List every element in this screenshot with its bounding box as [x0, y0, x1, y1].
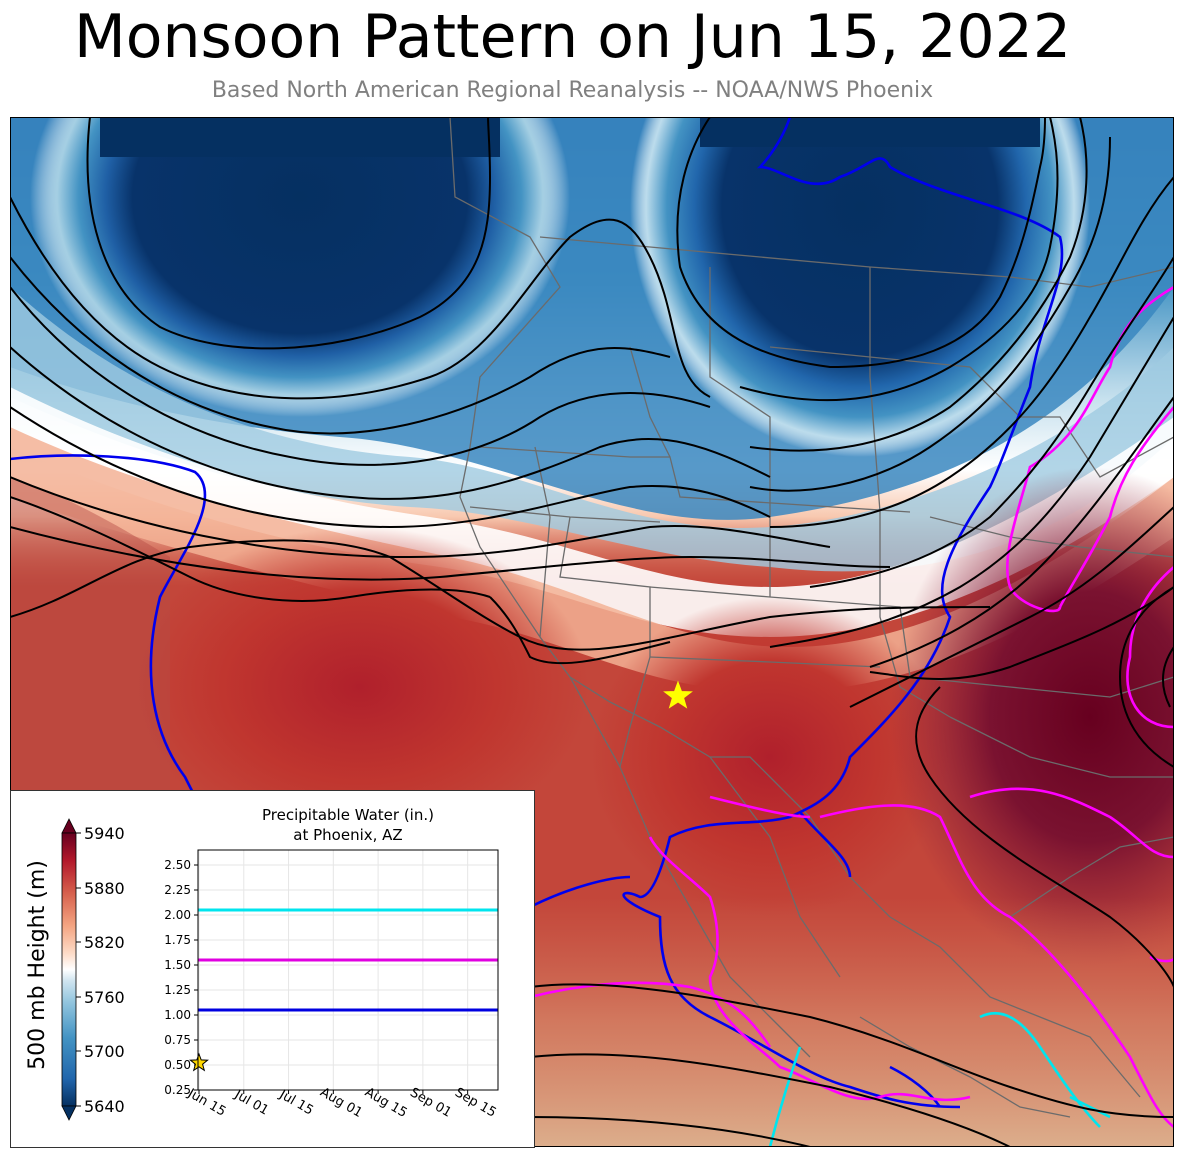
- x-tick-label: Jul 15: [276, 1087, 316, 1119]
- y-tick-label: 1.25: [164, 983, 191, 997]
- y-tick-label: 2.25: [164, 883, 191, 897]
- x-tick-label: Sep 01: [407, 1085, 454, 1121]
- colorbar-tick: 5640: [84, 1097, 125, 1116]
- pw-chart: Precipitable Water (in.) at Phoenix, AZ …: [164, 806, 499, 1121]
- y-tick-label: 2.00: [164, 908, 191, 922]
- x-tick-label: Jun 15: [184, 1086, 228, 1120]
- x-tick-label: Sep 15: [452, 1085, 499, 1121]
- colorbar-tick: 5760: [84, 988, 125, 1007]
- colorbar-tick: 5820: [84, 933, 125, 952]
- y-tick-label: 0.50: [164, 1058, 191, 1072]
- chart-reference-lines: [198, 908, 498, 1012]
- chart-title-line-1: Precipitable Water (in.): [262, 806, 434, 824]
- colorbar-tick: 5940: [84, 824, 125, 843]
- political-borders: [449, 117, 1174, 1118]
- chart-points: [189, 1052, 209, 1072]
- chart-y-ticks: 0.25 0.50 0.75 1.00 1.25 1.50 1.75 2.00 2.25 2.50: [164, 858, 198, 1097]
- colorbar: 5940 5880 5820 5760 5700 5640: [61, 818, 125, 1121]
- colorbar-label-wrap: 500 mb Height (m): [25, 860, 50, 1070]
- colorbar-scale: [61, 832, 77, 1107]
- pw-point-star-icon: [189, 1052, 209, 1072]
- y-tick-label: 1.75: [164, 933, 191, 947]
- chart-grid: [198, 850, 498, 1091]
- page-title: Monsoon Pattern on Jun 15, 2022: [73, 2, 1072, 72]
- chart-plot-frame: [197, 849, 499, 1091]
- y-tick-label: 0.75: [164, 1033, 191, 1047]
- y-tick-label: 1.50: [164, 958, 191, 972]
- colorbar-extend-min: [61, 1105, 77, 1121]
- chart-title-line-2: at Phoenix, AZ: [293, 826, 402, 844]
- colorbar-label: 500 mb Height (m): [25, 860, 50, 1070]
- page-subtitle: Based North American Regional Reanalysis…: [211, 78, 934, 103]
- phoenix-star-icon: [663, 680, 693, 709]
- y-tick-label: 2.50: [164, 858, 191, 872]
- y-tick-label: 1.00: [164, 1008, 191, 1022]
- height-contours: [10, 117, 1174, 1147]
- y-tick-label: 0.25: [164, 1083, 191, 1097]
- x-tick-label: Jul 01: [231, 1087, 271, 1119]
- colorbar-tick: 5700: [84, 1042, 125, 1061]
- colorbar-tick: 5880: [84, 879, 125, 898]
- colorbar-extend-max: [61, 818, 77, 834]
